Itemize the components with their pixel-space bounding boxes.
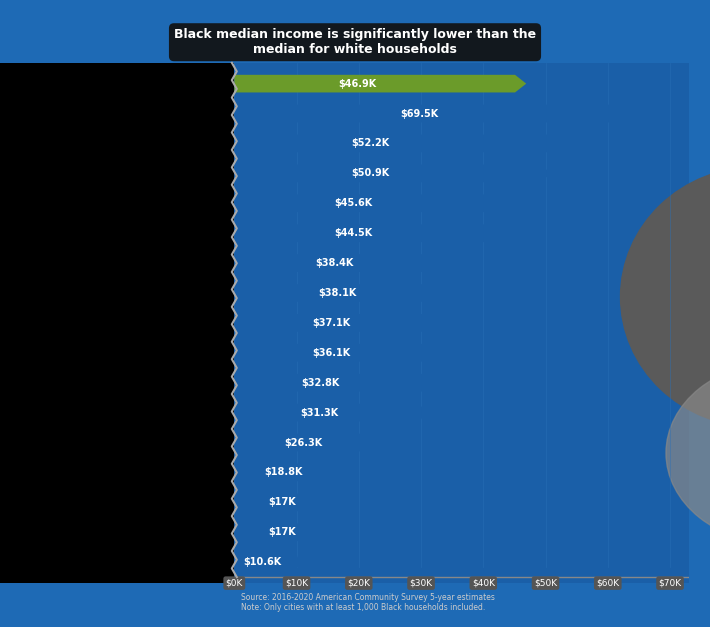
FancyArrow shape bbox=[234, 314, 465, 332]
Text: $17K: $17K bbox=[268, 497, 296, 507]
Text: $17K: $17K bbox=[268, 527, 296, 537]
FancyArrow shape bbox=[234, 135, 559, 152]
FancyArrow shape bbox=[234, 164, 551, 182]
Text: $44.5K: $44.5K bbox=[334, 228, 373, 238]
Text: $50K: $50K bbox=[534, 579, 557, 587]
Text: $20K: $20K bbox=[347, 579, 371, 587]
FancyArrow shape bbox=[234, 194, 518, 212]
Text: $69.5K: $69.5K bbox=[400, 108, 438, 119]
Text: $50.9K: $50.9K bbox=[351, 169, 390, 178]
Text: $46.9K: $46.9K bbox=[338, 78, 376, 88]
FancyArrow shape bbox=[234, 554, 300, 571]
FancyArrow shape bbox=[234, 344, 459, 362]
FancyArrow shape bbox=[234, 224, 511, 242]
FancyArrow shape bbox=[234, 374, 439, 391]
Text: $52.2K: $52.2K bbox=[351, 139, 390, 149]
FancyArrow shape bbox=[234, 75, 526, 92]
Text: $37.1K: $37.1K bbox=[312, 318, 351, 328]
Text: $38.4K: $38.4K bbox=[315, 258, 354, 268]
Text: $18.8K: $18.8K bbox=[264, 468, 302, 477]
FancyArrow shape bbox=[234, 255, 474, 272]
Text: $70K: $70K bbox=[658, 579, 682, 587]
Ellipse shape bbox=[621, 167, 710, 427]
Text: $0K: $0K bbox=[226, 579, 243, 587]
FancyArrow shape bbox=[234, 493, 340, 511]
Text: $32.8K: $32.8K bbox=[301, 377, 339, 387]
FancyArrow shape bbox=[234, 105, 667, 122]
Text: $38.1K: $38.1K bbox=[318, 288, 356, 298]
Text: $26.3K: $26.3K bbox=[284, 438, 322, 448]
Text: $36.1K: $36.1K bbox=[312, 348, 351, 358]
FancyArrow shape bbox=[234, 434, 398, 451]
FancyArrow shape bbox=[234, 524, 340, 541]
Text: Source: 2016-2020 American Community Survey 5-year estimates: Source: 2016-2020 American Community Sur… bbox=[241, 593, 496, 601]
Ellipse shape bbox=[666, 362, 710, 544]
Text: $10K: $10K bbox=[285, 579, 308, 587]
Text: $10.6K: $10.6K bbox=[243, 557, 281, 567]
Text: $60K: $60K bbox=[596, 579, 619, 587]
FancyArrow shape bbox=[234, 404, 429, 421]
Text: $40K: $40K bbox=[471, 579, 495, 587]
Text: $31.3K: $31.3K bbox=[300, 408, 339, 418]
Text: Black median income is significantly lower than the
median for white households: Black median income is significantly low… bbox=[174, 28, 536, 56]
FancyArrow shape bbox=[234, 463, 351, 482]
Text: Note: Only cities with at least 1,000 Black households included.: Note: Only cities with at least 1,000 Bl… bbox=[241, 603, 486, 612]
FancyArrow shape bbox=[234, 284, 471, 302]
Text: $30K: $30K bbox=[410, 579, 432, 587]
Text: $45.6K: $45.6K bbox=[334, 198, 373, 208]
